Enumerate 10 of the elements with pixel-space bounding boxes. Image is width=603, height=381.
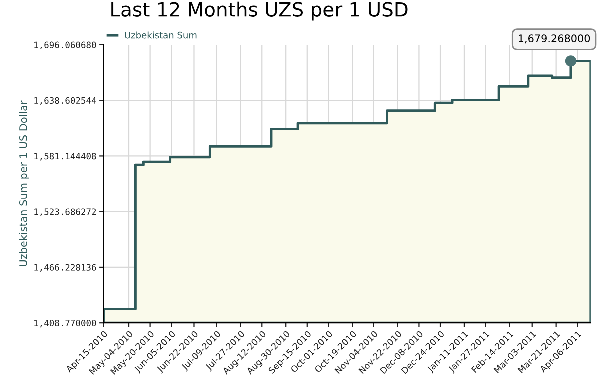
y-tick-label: 1,696.060680 [34, 42, 96, 50]
legend-label: Uzbekistan Sum [125, 32, 197, 39]
y-tick-label: 1,466.228136 [34, 264, 96, 272]
y-axis-title: Uzbekistan Sum per 1 US Dollar [19, 100, 30, 266]
chart-title: Last 12 Months UZS per 1 USD [112, 2, 408, 21]
y-tick-label: 1,581.144408 [34, 153, 96, 161]
y-tick-label: 1,523.686272 [34, 208, 96, 216]
y-tick-label: 1,408.770000 [34, 320, 96, 328]
annotation: 1,679.268000 [519, 34, 590, 44]
y-tick-label: 1,638.602544 [34, 97, 96, 106]
